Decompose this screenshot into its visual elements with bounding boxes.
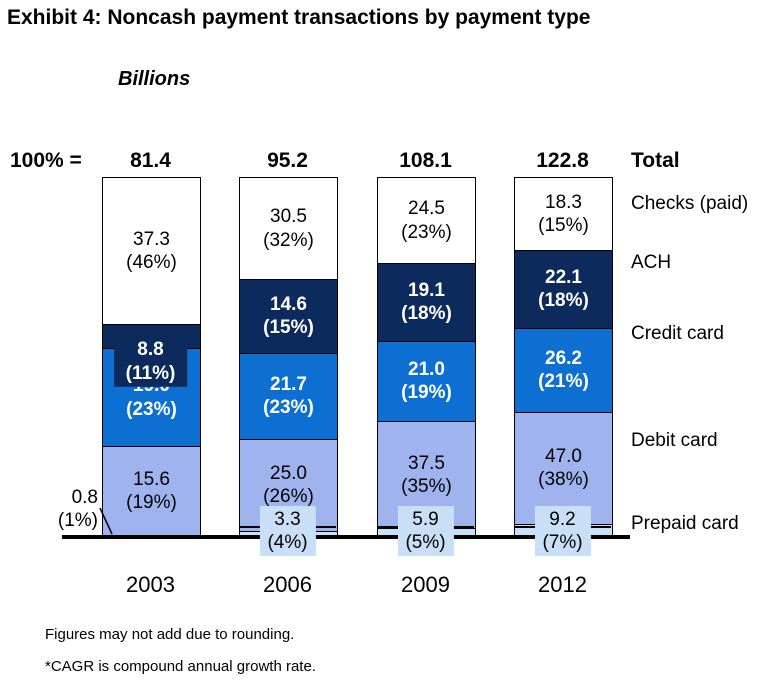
segment-label-ach-2009: 19.1 (18%) xyxy=(401,280,452,325)
segment-credit-card-2012: 26.2 (21%) xyxy=(515,327,612,412)
segment-checks-paid-2003: 37.3 (46%) xyxy=(103,178,200,324)
total-value-2006: 95.2 xyxy=(267,149,308,172)
total-column-header: Total xyxy=(631,149,680,172)
segment-label-credit-card-2006: 21.7 (23%) xyxy=(263,374,314,419)
year-label-2006: 2006 xyxy=(263,572,312,597)
year-label-2012: 2012 xyxy=(538,572,587,597)
year-label-2003: 2003 xyxy=(126,572,175,597)
footnote-cagr-definition: *CAGR is compound annual growth rate. xyxy=(45,658,316,675)
units-label: Billions xyxy=(118,68,191,90)
series-label-checks-paid: Checks (paid) xyxy=(631,192,749,214)
stacked-bar-2012: 18.3 (15%) 22.1 (18%) 26.2 (21%) 47.0 (38%) xyxy=(514,177,613,539)
segment-credit-card-2006: 21.7 (23%) xyxy=(240,352,337,439)
segment-label-debit-card-2003: 15.6 (19%) xyxy=(126,468,177,513)
series-label-credit-card: Credit card xyxy=(631,322,724,344)
ach-value-box-2003: 8.8 (11%) xyxy=(113,336,188,387)
total-value-2009: 108.1 xyxy=(399,149,452,172)
series-label-ach: ACH xyxy=(631,252,672,274)
segment-ach-2012: 22.1 (18%) xyxy=(515,249,612,328)
segment-debit-card-2012: 47.0 (38%) xyxy=(515,411,612,525)
segment-label-credit-card-2012: 26.2 (21%) xyxy=(538,348,589,393)
prepaid-value-box-2012: 9.2 (7%) xyxy=(534,506,591,557)
segment-label-checks-paid-2012: 18.3 (15%) xyxy=(538,191,589,236)
series-label-prepaid-card: Prepaid card xyxy=(631,512,739,534)
stacked-bar-2006: 30.5 (32%) 14.6 (15%) 21.7 (23%) 25.0 (26%) xyxy=(239,177,338,539)
segment-ach-2009: 19.1 (18%) xyxy=(378,263,475,341)
stacked-bar-2009: 24.5 (23%) 19.1 (18%) 21.0 (19%) 37.5 (35%) xyxy=(377,177,476,539)
segment-checks-paid-2012: 18.3 (15%) xyxy=(515,178,612,250)
prepaid-value-box-2009: 5.9 (5%) xyxy=(397,506,454,557)
segment-checks-paid-2009: 24.5 (23%) xyxy=(378,178,475,264)
segment-checks-paid-2006: 30.5 (32%) xyxy=(240,178,337,280)
prepaid-callout-label-2003: 0.8 (1%) xyxy=(57,487,98,532)
segment-label-ach-2006: 14.6 (15%) xyxy=(263,294,314,339)
total-value-2012: 122.8 xyxy=(536,149,589,172)
total-value-2003: 81.4 xyxy=(130,149,171,172)
hundred-percent-label: 100% = xyxy=(10,149,82,172)
segment-label-debit-card-2006: 25.0 (26%) xyxy=(263,463,314,508)
series-label-debit-card: Debit card xyxy=(631,430,718,452)
segment-ach-2006: 14.6 (15%) xyxy=(240,279,337,353)
page-title: Exhibit 4: Noncash payment transactions … xyxy=(7,6,591,29)
segment-credit-card-2009: 21.0 (19%) xyxy=(378,340,475,422)
segment-label-ach-2012: 22.1 (18%) xyxy=(538,267,589,312)
segment-label-credit-card-2009: 21.0 (19%) xyxy=(401,359,452,404)
prepaid-value-box-2006: 3.3 (4%) xyxy=(259,506,316,557)
x-axis-line xyxy=(62,535,630,539)
segment-debit-card-2003: 15.6 (19%) xyxy=(103,445,200,535)
segment-label-checks-paid-2006: 30.5 (32%) xyxy=(263,206,314,251)
segment-label-checks-paid-2003: 37.3 (46%) xyxy=(126,228,177,273)
footnote-rounding: Figures may not add due to rounding. xyxy=(45,626,295,643)
segment-label-checks-paid-2009: 24.5 (23%) xyxy=(401,198,452,243)
segment-label-debit-card-2009: 37.5 (35%) xyxy=(401,452,452,497)
segment-label-debit-card-2012: 47.0 (38%) xyxy=(538,446,589,491)
year-label-2009: 2009 xyxy=(401,572,450,597)
